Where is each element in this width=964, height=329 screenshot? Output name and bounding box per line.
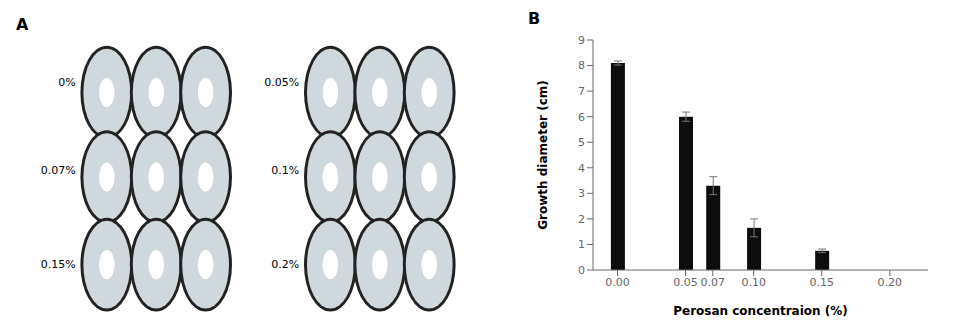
svg-text:7: 7 xyxy=(578,85,585,98)
svg-text:Growth diameter (cm): Growth diameter (cm) xyxy=(536,80,550,230)
svg-text:6: 6 xyxy=(578,111,585,124)
svg-text:0%: 0% xyxy=(58,76,75,89)
svg-text:A: A xyxy=(16,15,29,34)
svg-text:0.07%: 0.07% xyxy=(41,164,76,177)
html-text:B: B xyxy=(528,9,541,28)
svg-text:2: 2 xyxy=(578,213,585,226)
svg-text:4: 4 xyxy=(578,162,585,175)
svg-text:0.07: 0.07 xyxy=(701,276,726,289)
svg-text:0.00: 0.00 xyxy=(605,276,630,289)
svg-text:9: 9 xyxy=(578,34,585,47)
svg-text:0.1%: 0.1% xyxy=(271,164,299,177)
svg-text:0: 0 xyxy=(578,264,585,277)
svg-text:1: 1 xyxy=(578,238,585,251)
svg-text:0.05%: 0.05% xyxy=(264,76,299,89)
svg-text:0.15: 0.15 xyxy=(810,276,835,289)
svg-text:0.10: 0.10 xyxy=(741,276,766,289)
svg-text:5: 5 xyxy=(578,136,585,149)
svg-text:0.20: 0.20 xyxy=(878,276,903,289)
svg-text:3: 3 xyxy=(578,187,585,200)
svg-text:8: 8 xyxy=(578,59,585,72)
svg-text:0.15%: 0.15% xyxy=(41,258,76,271)
svg-text:0.05: 0.05 xyxy=(673,276,698,289)
svg-text:0.2%: 0.2% xyxy=(271,258,299,271)
svg-text:Perosan concentraion (%): Perosan concentraion (%) xyxy=(673,304,848,318)
